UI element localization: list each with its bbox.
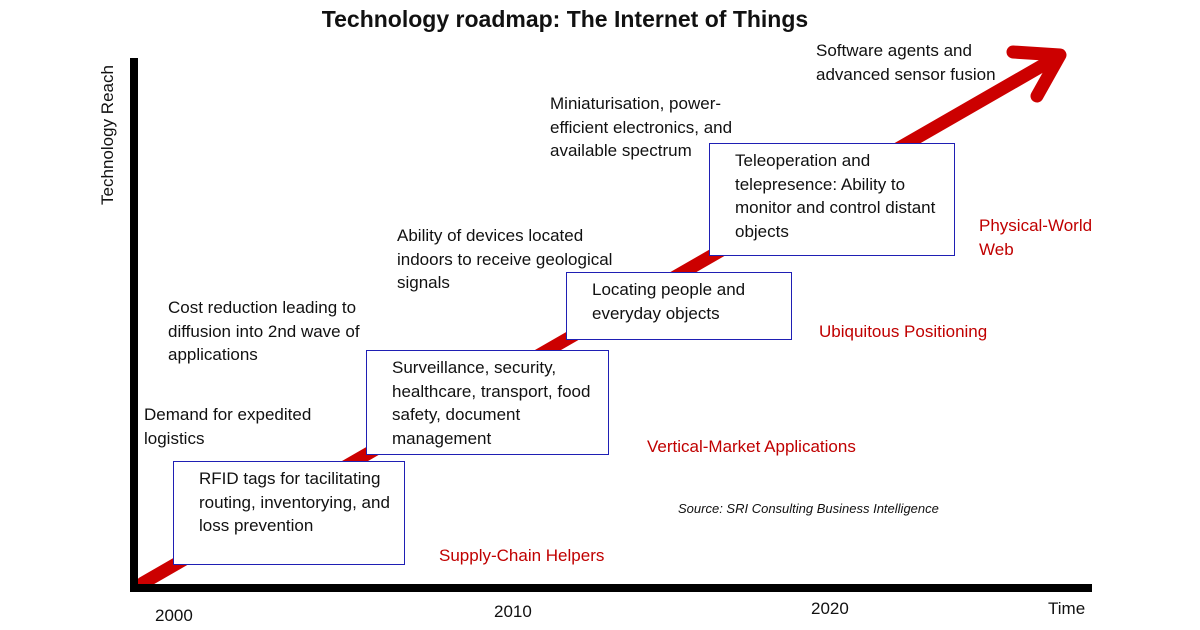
application-box-rfid: RFID tags for tacilitating routing, inve… xyxy=(173,461,405,565)
driver-expedited-logistics: Demand for expedited logistics xyxy=(144,405,312,448)
trend-arrow-head xyxy=(1006,45,1067,103)
application-box-locating: Locating people and everyday objects xyxy=(566,272,792,340)
driver-cost-reduction: Cost reduction leading to diffusion into… xyxy=(168,298,360,364)
chart-title: Technology roadmap: The Internet of Thin… xyxy=(321,6,809,32)
x-tick-2020: 2020 xyxy=(811,599,849,618)
stage-physical-world-web: Physical-World Web xyxy=(979,216,1093,259)
application-box-teleoperation: Teleoperation and telepresence: Ability … xyxy=(709,143,955,256)
stage-supply-chain-helpers: Supply-Chain Helpers xyxy=(439,546,605,565)
driver-indoor-signals: Ability of devices located indoors to re… xyxy=(397,226,613,292)
x-tick-2010: 2010 xyxy=(494,602,532,621)
x-axis-label: Time xyxy=(1048,599,1086,618)
driver-software-agents: Software agents and advanced sensor fusi… xyxy=(816,41,996,84)
source-note: Source: SRI Consulting Business Intellig… xyxy=(678,501,939,516)
driver-miniaturisation: Miniaturisation, power-efficient electro… xyxy=(550,94,733,160)
y-axis-label: Technology Reach xyxy=(98,65,117,205)
x-tick-2000: 2000 xyxy=(155,606,193,625)
stage-vertical-market-applications: Vertical-Market Applications xyxy=(647,437,856,456)
stage-ubiquitous-positioning: Ubiquitous Positioning xyxy=(819,322,988,341)
application-box-surveillance: Surveillance, security, healthcare, tran… xyxy=(366,350,609,455)
